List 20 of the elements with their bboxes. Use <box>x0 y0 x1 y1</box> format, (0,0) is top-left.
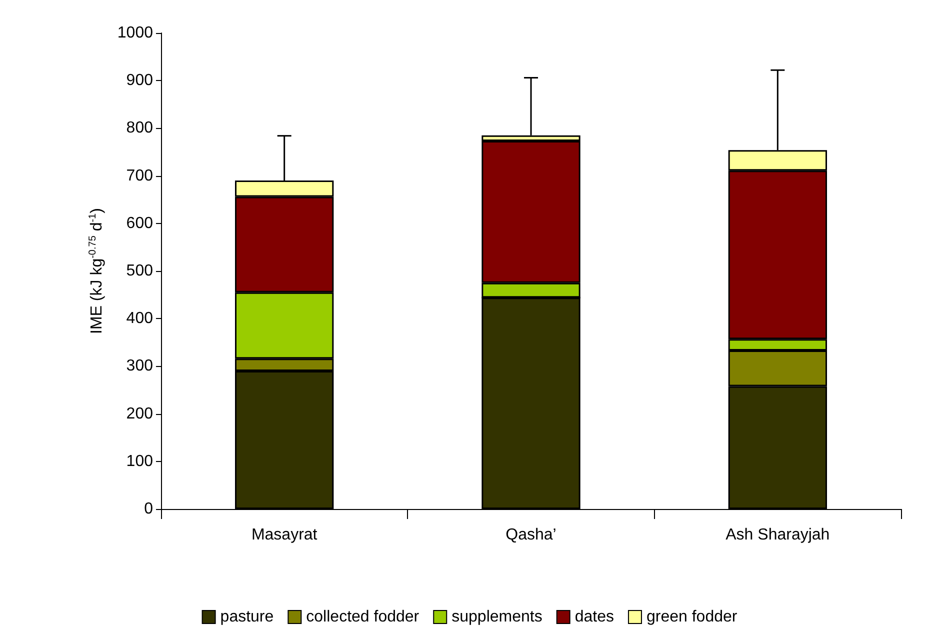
legend-label: dates <box>574 608 614 626</box>
y-axis-title: IME (kJ kg-0.75 d-1) <box>88 208 106 334</box>
x-tick-label: Ash Sharayjah <box>726 526 830 544</box>
legend-label: collected fodder <box>306 608 420 626</box>
legend-label: green fodder <box>646 608 738 626</box>
y-tick-label: 500 <box>126 262 154 280</box>
y-tick-label: 900 <box>126 72 154 90</box>
y-tick-label: 100 <box>126 452 154 470</box>
y-tick-label: 1000 <box>117 24 154 42</box>
x-tick-label: Masayrat <box>251 526 318 544</box>
y-tick-label: 700 <box>126 167 154 184</box>
y-tick-label: 800 <box>126 120 154 137</box>
y-tick-label: 600 <box>126 214 154 232</box>
y-tick-label: 0 <box>144 500 154 518</box>
legend-label: pasture <box>220 608 274 626</box>
y-tick-label: 400 <box>126 310 154 328</box>
x-tick-label: Qasha’ <box>506 526 556 544</box>
legend-label: supplements <box>452 608 542 626</box>
y-tick-label: 300 <box>126 358 154 375</box>
y-tick-label: 200 <box>126 405 154 422</box>
